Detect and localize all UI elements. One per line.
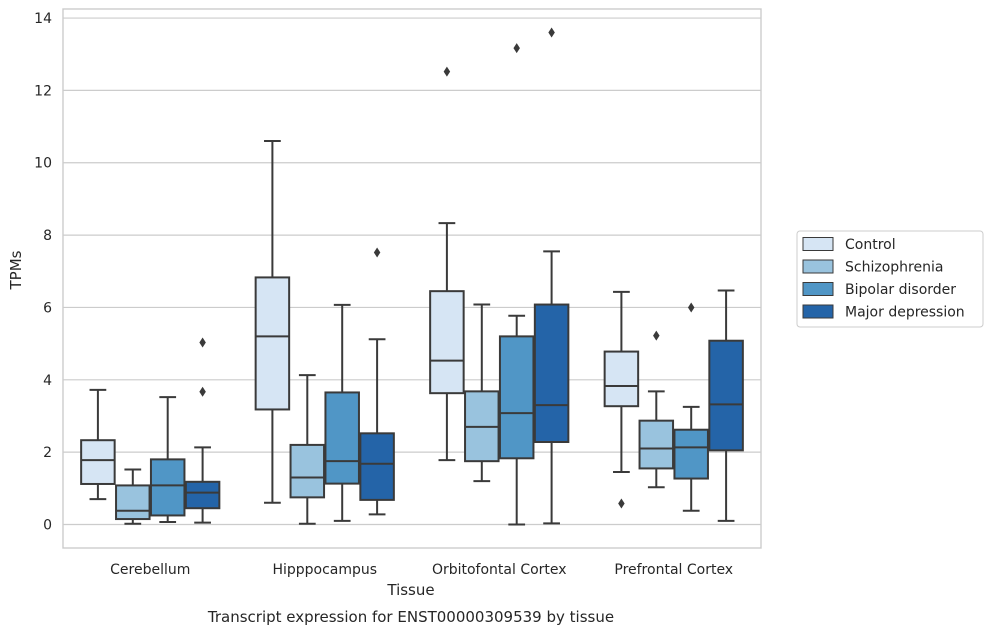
- box-plot: [149, 396, 186, 523]
- x-tick-label: Hipppocampus: [272, 562, 377, 578]
- y-tick-label: 0: [43, 517, 52, 533]
- box-plot: [673, 302, 709, 512]
- legend-swatch: [802, 304, 834, 319]
- iqr-box: [289, 443, 326, 499]
- x-tick-label: Prefrontal Cortex: [614, 562, 733, 578]
- y-tick-label: 4: [43, 373, 52, 389]
- legend-label: Bipolar disorder: [845, 282, 956, 298]
- outlier-point: [513, 43, 520, 54]
- outlier-point: [618, 498, 625, 509]
- iqr-box: [80, 439, 116, 485]
- outlier-point: [548, 27, 555, 38]
- legend-label: Control: [845, 237, 896, 253]
- y-tick-label: 2: [43, 445, 52, 461]
- iqr-box: [638, 419, 675, 470]
- iqr-box: [359, 432, 395, 501]
- series-group: [115, 303, 675, 525]
- iqr-box: [254, 276, 291, 411]
- outlier-point: [653, 330, 660, 341]
- box-plot: [464, 303, 500, 483]
- box-plot: [184, 337, 221, 524]
- box-plot: [533, 27, 570, 525]
- iqr-box: [149, 458, 186, 517]
- y-tick-label: 10: [34, 156, 52, 172]
- box-plot: [289, 374, 326, 525]
- box-plot: [638, 330, 675, 489]
- outlier-point: [687, 302, 695, 313]
- x-axis-label: Tissue: [386, 581, 434, 599]
- y-tick-label: 12: [34, 83, 52, 99]
- y-tick-label: 14: [34, 11, 52, 27]
- series-group: [149, 43, 709, 526]
- iqr-box: [429, 290, 465, 395]
- y-tick-labels: 0 2 4 6 8 10 12 14: [34, 11, 52, 533]
- iqr-box: [708, 339, 744, 452]
- outlier-point: [443, 66, 451, 77]
- iqr-box: [115, 484, 151, 521]
- chart-caption: Transcript expression for ENST0000030953…: [207, 608, 614, 626]
- box-plot: [498, 43, 535, 526]
- y-tick-label: 6: [43, 300, 52, 316]
- series-group: [80, 66, 640, 509]
- box-plot: [254, 140, 291, 504]
- box-plot: [359, 247, 395, 516]
- outlier-point: [199, 386, 206, 397]
- iqr-box: [184, 480, 221, 510]
- iqr-box: [324, 391, 360, 485]
- box-plot: [115, 468, 151, 525]
- outlier-point: [373, 247, 381, 258]
- iqr-box: [533, 303, 570, 444]
- legend-items: Control Schizophrenia Bipolar disorder Majo…: [802, 237, 965, 321]
- legend-swatch: [802, 282, 834, 296]
- box-series: [80, 27, 744, 526]
- legend-frame: [796, 230, 984, 328]
- legend-label: Schizophrenia: [845, 260, 943, 276]
- box-plot: [708, 289, 744, 522]
- x-tick-label: Orbitofontal Cortex: [432, 562, 567, 578]
- box-plot: [324, 303, 360, 522]
- legend-label: Major depression: [845, 305, 965, 321]
- legend-swatch: [802, 237, 834, 251]
- x-tick-label: Cerebellum: [110, 562, 190, 578]
- legend: Control Schizophrenia Bipolar disorder Majo…: [796, 230, 984, 328]
- iqr-box: [498, 335, 535, 460]
- series-group: [184, 27, 744, 525]
- box-plot: [80, 388, 116, 501]
- box-plot: [603, 290, 640, 509]
- iqr-box: [673, 428, 709, 480]
- box-plot: [429, 66, 465, 462]
- outlier-point: [199, 337, 206, 348]
- plot-frame: [62, 8, 762, 549]
- y-tick-label: 8: [43, 228, 52, 244]
- legend-swatch: [802, 259, 834, 274]
- iqr-box: [603, 350, 640, 408]
- x-tick-labels: Cerebellum Hipppocampus Orbitofontal Corte…: [110, 562, 733, 578]
- y-axis-label: TPMs: [7, 250, 25, 290]
- y-gridlines: [63, 17, 761, 526]
